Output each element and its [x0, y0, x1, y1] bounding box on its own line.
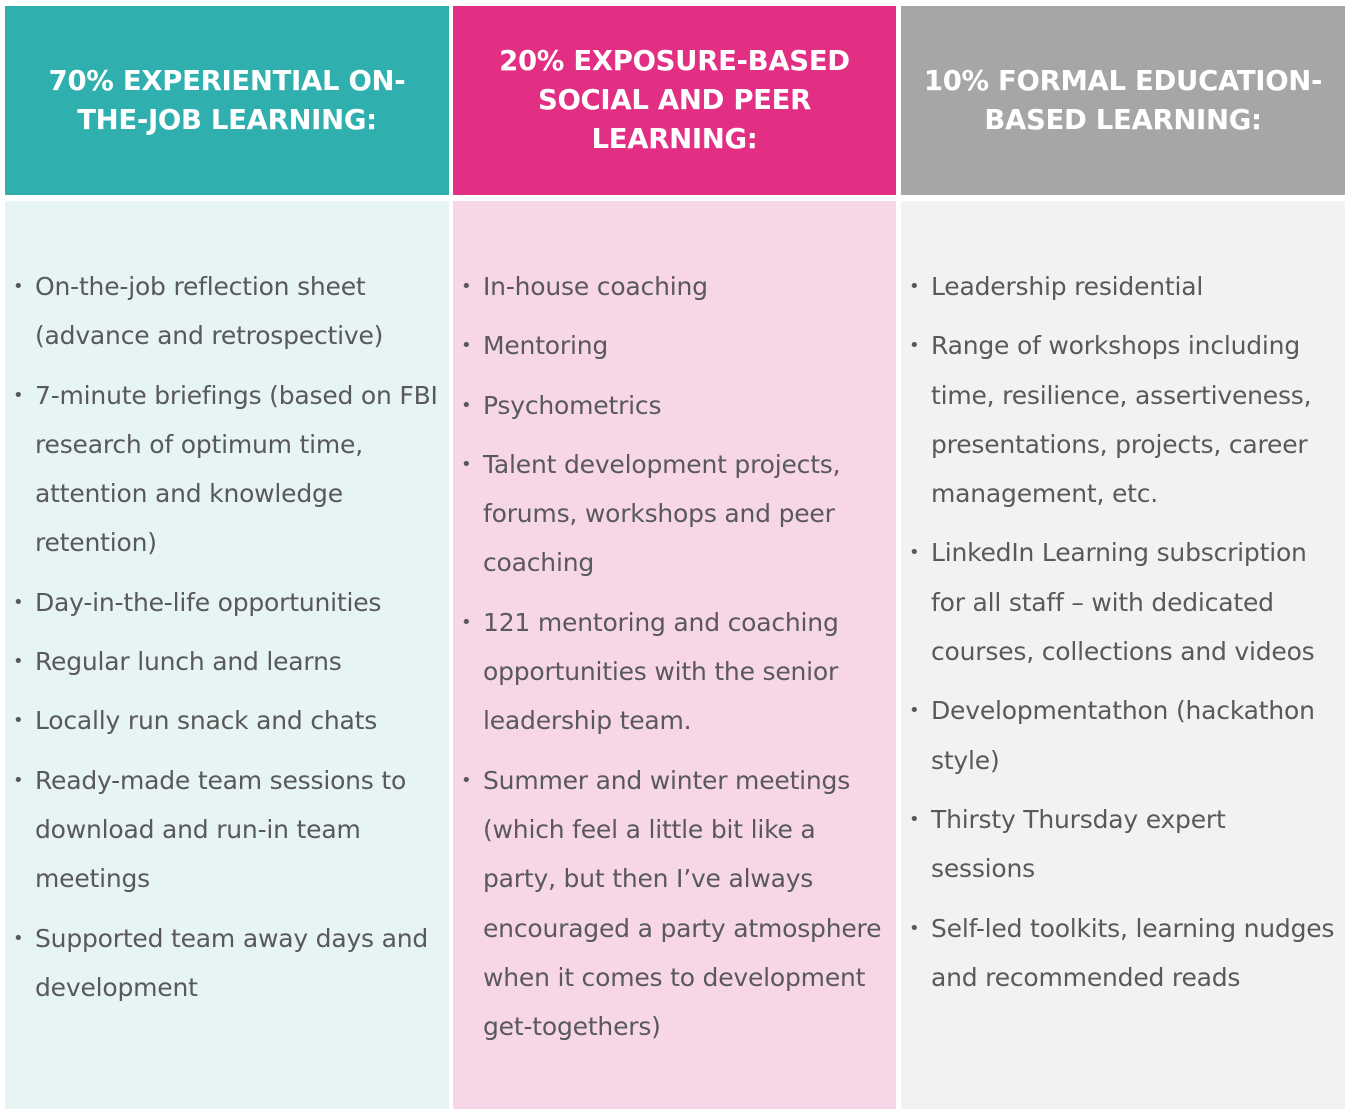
- list-item: • Range of workshops including time, resi…: [901, 321, 1345, 518]
- item-list: • On-the-job reflection sheet (advance an…: [5, 262, 449, 1022]
- list-item: • Supported team away days and developmen…: [5, 914, 449, 1013]
- list-item: • Regular lunch and learns: [5, 637, 449, 686]
- item-list: • In-house coaching • Mentoring • Psychomet…: [453, 262, 896, 1061]
- column-formal: 10% FORMAL EDUCATION-BASED LEARNING: • Le…: [901, 0, 1345, 1117]
- list-item-text: LinkedIn Learning subscription for all s…: [931, 538, 1315, 667]
- list-item-text: Locally run snack and chats: [35, 706, 378, 736]
- list-item-text: Range of workshops including time, resil…: [931, 331, 1312, 509]
- list-item-text: Thirsty Thursday expert sessions: [931, 804, 1226, 884]
- column-header-title: 20% EXPOSURE-BASED SOCIAL AND PEER LEARN…: [499, 45, 850, 155]
- list-item: • Summer and winter meetings (which feel …: [453, 756, 896, 1052]
- list-item: • Leadership residential: [901, 262, 1345, 311]
- bullet-icon: •: [13, 591, 24, 613]
- bullet-icon: •: [909, 808, 920, 830]
- list-item: • Mentoring: [453, 321, 896, 370]
- list-item: • On-the-job reflection sheet (advance an…: [5, 262, 449, 361]
- list-item-text: Talent development projects, forums, wor…: [483, 449, 841, 578]
- list-item: • Psychometrics: [453, 381, 896, 430]
- list-item-text: On-the-job reflection sheet (advance and…: [35, 272, 384, 351]
- list-item-text: Supported team away days and development: [35, 923, 429, 1002]
- column-panel-exposure: • In-house coaching • Mentoring • Psychomet…: [453, 201, 896, 1109]
- list-item-text: Ready-made team sessions to download and…: [35, 765, 407, 894]
- bullet-icon: •: [461, 394, 472, 416]
- bullet-icon: •: [909, 276, 920, 297]
- column-exposure: 20% EXPOSURE-BASED SOCIAL AND PEER LEARN…: [453, 0, 896, 1117]
- list-item: • LinkedIn Learning subscription for all …: [901, 528, 1345, 676]
- list-item-text: Leadership residential: [931, 272, 1204, 301]
- bullet-icon: •: [461, 769, 472, 791]
- list-item: • Locally run snack and chats: [5, 696, 449, 745]
- bullet-icon: •: [461, 611, 472, 633]
- list-item: • Day-in-the-life opportunities: [5, 578, 449, 627]
- bullet-icon: •: [13, 651, 24, 673]
- list-item: • 7-minute briefings (based on FBI resear…: [5, 371, 449, 568]
- list-item-text: Mentoring: [483, 331, 609, 361]
- list-item: • Talent development projects, forums, wo…: [453, 440, 896, 588]
- column-experiential: 70% EXPERIENTIAL ON-THE-JOB LEARNING: • O…: [5, 0, 449, 1117]
- list-item-text: Day-in-the-life opportunities: [35, 587, 382, 617]
- list-item-text: 7-minute briefings (based on FBI researc…: [35, 380, 438, 558]
- bullet-icon: •: [13, 384, 24, 406]
- column-panel-experiential: • On-the-job reflection sheet (advance an…: [5, 201, 449, 1109]
- list-item-text: Summer and winter meetings (which feel a…: [483, 765, 882, 1042]
- bullet-icon: •: [909, 917, 920, 939]
- column-header-exposure: 20% EXPOSURE-BASED SOCIAL AND PEER LEARN…: [453, 6, 896, 195]
- bullet-icon: •: [13, 927, 24, 949]
- column-header-title: 70% EXPERIENTIAL ON-THE-JOB LEARNING:: [48, 64, 406, 136]
- bullet-icon: •: [13, 710, 24, 732]
- list-item-text: Regular lunch and learns: [35, 647, 342, 677]
- column-header-title: 10% FORMAL EDUCATION-BASED LEARNING:: [923, 64, 1323, 136]
- column-panel-formal: • Leadership residential • Range of worksh…: [901, 201, 1345, 1109]
- list-item: • Thirsty Thursday expert sessions: [901, 795, 1345, 894]
- item-list: • Leadership residential • Range of worksh…: [901, 262, 1345, 1012]
- list-item-text: In-house coaching: [483, 272, 708, 301]
- bullet-icon: •: [909, 542, 920, 564]
- bullet-icon: •: [13, 769, 24, 791]
- column-header-experiential: 70% EXPERIENTIAL ON-THE-JOB LEARNING:: [5, 6, 449, 195]
- bullet-icon: •: [909, 335, 920, 357]
- bullet-icon: •: [461, 335, 472, 357]
- column-header-formal: 10% FORMAL EDUCATION-BASED LEARNING:: [901, 6, 1345, 195]
- list-item-text: Developmentathon (hackathon style): [931, 696, 1315, 775]
- bullet-icon: •: [909, 700, 920, 722]
- list-item-text: Self-led toolkits, learning nudges and r…: [931, 913, 1335, 992]
- list-item: • Self-led toolkits, learning nudges and …: [901, 904, 1345, 1003]
- list-item: • 121 mentoring and coaching opportunitie…: [453, 598, 896, 746]
- list-item: • Ready-made team sessions to download an…: [5, 756, 449, 904]
- list-item: • Developmentathon (hackathon style): [901, 686, 1345, 785]
- list-item-text: Psychometrics: [483, 390, 662, 420]
- bullet-icon: •: [13, 276, 24, 297]
- bullet-icon: •: [461, 276, 472, 297]
- bullet-icon: •: [461, 453, 472, 475]
- list-item: • In-house coaching: [453, 262, 896, 311]
- list-item-text: 121 mentoring and coaching opportunities…: [483, 607, 839, 736]
